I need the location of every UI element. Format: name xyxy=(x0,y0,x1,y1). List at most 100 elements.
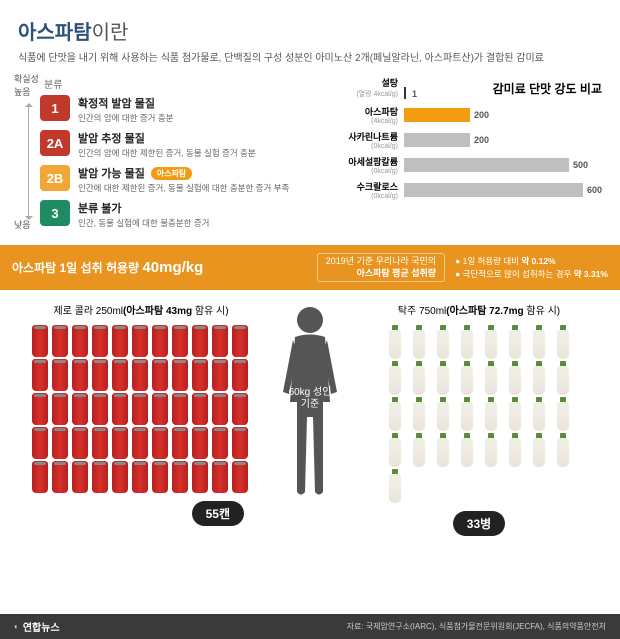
bottle-icon xyxy=(387,325,403,359)
can-icon xyxy=(112,359,128,391)
band-mid: 2019년 기준 우리나라 국민의 아스파탐 평균 섭취량 xyxy=(317,253,445,282)
can-icon xyxy=(152,427,168,459)
bottle-icon xyxy=(435,361,451,395)
chart-item-label: 사카린나트륨 xyxy=(342,130,398,143)
bottle-icon xyxy=(555,397,571,431)
class-badge: 2A xyxy=(40,130,70,156)
classification-header: 분류 xyxy=(40,76,328,91)
can-icon xyxy=(32,325,48,357)
bottle-icon xyxy=(531,397,547,431)
chart-item-label: 수크랄로스 xyxy=(342,180,398,193)
bottle-icon xyxy=(387,361,403,395)
can-icon xyxy=(192,427,208,459)
chart-item-sub: (4kcal/g) xyxy=(342,118,398,125)
bottom-section: 제로 콜라 250ml(아스파탐 43mg 함유 시) 55캔 60kg 성인 … xyxy=(18,302,602,536)
bottle-icon xyxy=(387,469,403,503)
can-icon xyxy=(232,359,248,391)
class-title: 분류 불가 xyxy=(78,200,328,216)
classification-panel: 확실성 높음 낮음 분류 1 확정적 발암 물질 인간의 암에 대한 증거 충분… xyxy=(18,76,328,235)
can-icon xyxy=(212,427,228,459)
band-mid-1: 2019년 기준 우리나라 국민의 xyxy=(326,256,436,268)
class-title: 발암 가능 물질아스파탐 xyxy=(78,165,328,181)
infographic-container: 아스파탐이란 식품에 단맛을 내기 위해 사용하는 식품 첨가물로, 단백질의 … xyxy=(0,0,620,639)
bottle-icon xyxy=(483,325,499,359)
band-left-big: 40mg/kg xyxy=(142,259,203,276)
page-title: 아스파탐이란 xyxy=(18,16,602,45)
bottle-icon xyxy=(507,361,523,395)
classification-row: 2B 발암 가능 물질아스파탐 인간에 대한 제한된 증거, 동물 실험에 대한… xyxy=(40,165,328,194)
chart-bar xyxy=(404,108,470,122)
chart-value: 600 xyxy=(587,185,602,195)
chart-bar xyxy=(404,158,569,172)
classification-row: 3 분류 불가 인간, 동물 실험에 대한 불충분한 증거 xyxy=(40,200,328,229)
can-icon xyxy=(112,461,128,493)
bottle-icon xyxy=(459,433,475,467)
band-r1-val: 약 0.12% xyxy=(521,256,555,266)
class-desc: 인간의 암에 대한 증거 충분 xyxy=(78,112,328,124)
bottle-icon xyxy=(435,433,451,467)
bottles-badge: 33병 xyxy=(453,511,505,536)
can-icon xyxy=(232,427,248,459)
band-left-pre: 아스파탐 1일 섭취 허용량 xyxy=(12,261,142,275)
footer-source: 자료: 국제암연구소(IARC), 식품첨가물전문위원회(JECFA), 식품의… xyxy=(347,621,606,632)
can-icon xyxy=(52,393,68,425)
cans-column: 제로 콜라 250ml(아스파탐 43mg 함유 시) 55캔 xyxy=(18,302,264,526)
can-icon xyxy=(192,393,208,425)
can-icon xyxy=(112,325,128,357)
can-icon xyxy=(232,461,248,493)
can-icon xyxy=(172,427,188,459)
can-icon xyxy=(152,325,168,357)
can-icon xyxy=(92,325,108,357)
can-icon xyxy=(112,427,128,459)
chart-value: 500 xyxy=(573,160,588,170)
class-desc: 인간에 대한 제한된 증거, 동물 실험에 대한 충분한 증거 부족 xyxy=(78,182,328,194)
bottle-icon xyxy=(507,325,523,359)
intake-band: 아스파탐 1일 섭취 허용량 40mg/kg 2019년 기준 우리나라 국민의… xyxy=(0,245,620,290)
bottle-icon xyxy=(411,397,427,431)
bottle-icon xyxy=(531,325,547,359)
chart-item-label: 아스파탐 xyxy=(342,105,398,118)
sweetness-chart: 설탕 (열량 4kcal/g) 1 감미료 단맛 강도 비교 아스파탐 (4kc… xyxy=(342,76,602,235)
can-icon xyxy=(212,461,228,493)
footer: ◐ 연합뉴스 자료: 국제암연구소(IARC), 식품첨가물전문위원회(JECF… xyxy=(0,614,620,639)
can-icon xyxy=(72,427,88,459)
can-icon xyxy=(112,393,128,425)
title-main: 아스파탐 xyxy=(18,22,92,44)
can-icon xyxy=(132,427,148,459)
can-icon xyxy=(212,393,228,425)
chart-row: 아세설팜칼륨 (0kcal/g) 500 xyxy=(342,155,602,175)
header: 아스파탐이란 식품에 단맛을 내기 위해 사용하는 식품 첨가물로, 단백질의 … xyxy=(18,16,602,64)
can-icon xyxy=(92,427,108,459)
bottle-icon xyxy=(555,325,571,359)
logo-icon: ◐ xyxy=(14,622,19,631)
chart-item-sub: (0kcal/g) xyxy=(342,168,398,175)
chart-ref-sub: (열량 4kcal/g) xyxy=(342,89,398,99)
class-badge: 3 xyxy=(40,200,70,226)
can-icon xyxy=(232,393,248,425)
bottles-title: 탁주 750ml(아스파탐 72.7mg 함유 시) xyxy=(356,302,602,317)
can-icon xyxy=(32,427,48,459)
class-title: 발암 추정 물질 xyxy=(78,130,328,146)
chart-row: 아스파탐 (4kcal/g) 200 xyxy=(342,105,602,125)
band-mid-2: 아스파탐 평균 섭취량 xyxy=(326,268,436,280)
chart-title: 감미료 단맛 강도 비교 xyxy=(493,80,602,97)
can-icon xyxy=(172,461,188,493)
can-icon xyxy=(152,359,168,391)
chart-value: 200 xyxy=(474,110,489,120)
chart-item-sub: (0kcal/g) xyxy=(342,193,398,200)
can-icon xyxy=(92,393,108,425)
can-icon xyxy=(92,461,108,493)
can-icon xyxy=(172,393,188,425)
can-icon xyxy=(152,461,168,493)
chart-bar xyxy=(404,183,583,197)
axis-label-high: 확실성 높음 xyxy=(14,72,39,98)
bottle-icon xyxy=(483,397,499,431)
axis-line xyxy=(28,104,29,219)
can-icon xyxy=(92,359,108,391)
can-icon xyxy=(32,359,48,391)
bottle-icon xyxy=(483,433,499,467)
can-icon xyxy=(212,325,228,357)
class-badge: 2B xyxy=(40,165,70,191)
bottle-icon xyxy=(507,433,523,467)
bottles-column: 탁주 750ml(아스파탐 72.7mg 함유 시) 33병 xyxy=(356,302,602,536)
